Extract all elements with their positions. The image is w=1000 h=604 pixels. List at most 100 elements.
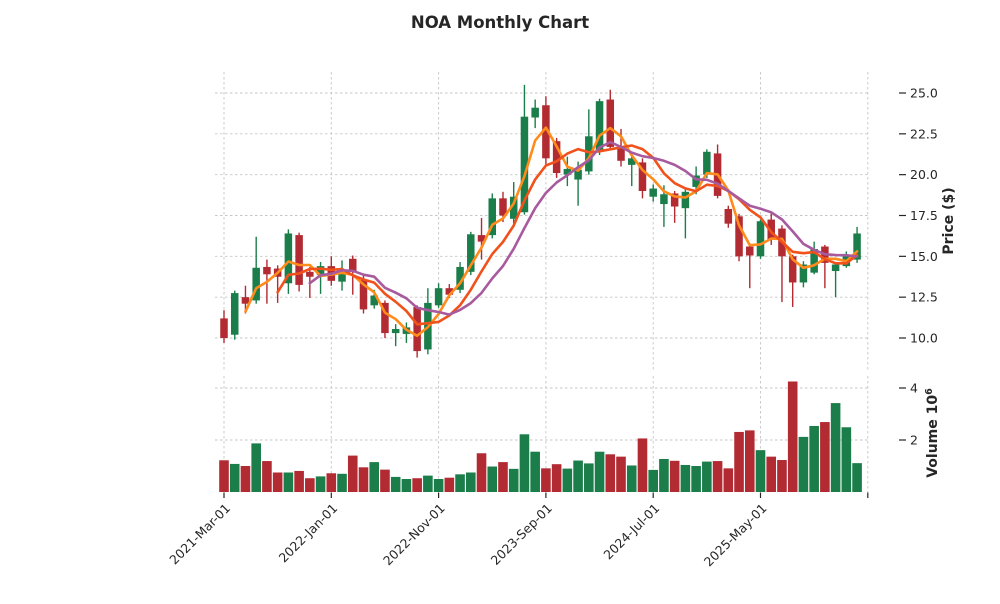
- volume-bar: [337, 473, 347, 492]
- candle-body: [585, 136, 593, 172]
- volume-bar: [541, 468, 551, 492]
- date-tick-label: 2021-Mar-01: [166, 501, 233, 568]
- volume-bar: [734, 431, 744, 492]
- candle: [778, 225, 786, 303]
- volume-bar: [369, 462, 380, 492]
- candle-body: [788, 256, 797, 283]
- volume-bar: [648, 469, 658, 492]
- volume-bar: [680, 464, 691, 492]
- candle: [746, 243, 754, 289]
- volume-bar: [251, 443, 261, 492]
- sma9-line: [308, 140, 859, 316]
- candle: [424, 288, 432, 355]
- candle-body: [660, 194, 668, 205]
- candle-body: [542, 105, 550, 159]
- price-tick-label: 17.5: [910, 208, 938, 223]
- volume-bar: [777, 460, 787, 492]
- candle: [788, 254, 797, 307]
- volume-bar: [240, 466, 251, 492]
- candle-body: [381, 302, 389, 334]
- candle: [638, 158, 647, 199]
- candle: [756, 219, 765, 259]
- volume-bar: [605, 454, 616, 492]
- volume-axis-label: Volume 106: [924, 388, 941, 478]
- candle-body: [316, 266, 325, 276]
- candle-body: [338, 271, 346, 282]
- sma3-line: [244, 126, 859, 338]
- candle-body: [306, 271, 314, 277]
- candle-body: [220, 318, 228, 338]
- volume-bar: [465, 472, 476, 492]
- chart-title: NOA Monthly Chart: [411, 13, 589, 32]
- candle: [585, 109, 593, 175]
- sma6-line: [276, 144, 859, 326]
- candle-body: [349, 258, 357, 272]
- candle-body: [692, 175, 700, 187]
- volume-bar: [562, 468, 573, 492]
- candle-body: [756, 221, 765, 257]
- volume-bar: [219, 460, 229, 492]
- candle: [606, 89, 615, 151]
- volume-bar: [841, 427, 852, 492]
- candle-body: [552, 141, 561, 174]
- volume-bar: [830, 403, 841, 492]
- candle-body: [670, 193, 679, 207]
- candle: [799, 261, 808, 288]
- candle-body: [295, 235, 303, 285]
- candle-body: [746, 246, 754, 256]
- candle: [821, 244, 829, 289]
- date-tick-label: 2025-May-01: [701, 501, 770, 570]
- volume-bar: [229, 463, 240, 492]
- candle: [810, 241, 818, 275]
- price-tick-label: 25.0: [910, 86, 938, 101]
- candle-body: [445, 288, 454, 295]
- candle: [649, 184, 657, 202]
- price-tick-label: 20.0: [910, 167, 938, 182]
- volume-bar: [326, 473, 337, 492]
- volume-bar: [455, 474, 465, 492]
- volume-bar: [315, 476, 326, 492]
- candle: [467, 231, 475, 276]
- candle-body: [488, 198, 496, 236]
- candle-body: [606, 99, 615, 147]
- candle-body: [799, 264, 808, 283]
- candle: [391, 324, 400, 347]
- candle-body: [370, 295, 378, 306]
- candle-body: [391, 329, 400, 334]
- volume-bar: [852, 463, 862, 492]
- volume-bar: [444, 477, 455, 492]
- candle: [413, 305, 421, 358]
- volume-bar: [691, 466, 701, 492]
- candle: [230, 290, 239, 340]
- volume-bar: [723, 468, 734, 492]
- volume-bar: [787, 381, 798, 492]
- date-tick-label: 2022-Jan-01: [276, 501, 341, 566]
- candle: [295, 232, 303, 292]
- candle-body: [627, 158, 636, 165]
- candle-body: [724, 208, 733, 224]
- candle: [338, 260, 346, 291]
- volume-bar: [498, 462, 508, 492]
- volume-bar: [358, 467, 369, 492]
- volume-bar: [380, 469, 390, 492]
- volume-bar: [433, 479, 444, 492]
- candle: [595, 98, 604, 156]
- candle-body: [467, 234, 475, 272]
- volume-bar: [390, 476, 401, 492]
- volume-tick-label: 4: [910, 381, 918, 396]
- candle-body: [413, 306, 421, 352]
- candle-body: [735, 216, 743, 257]
- date-tick-label: 2023-Sep-01: [488, 501, 555, 568]
- candle: [724, 205, 733, 228]
- volume-bar: [551, 464, 562, 492]
- volume-bar: [820, 422, 830, 492]
- candle-body: [359, 280, 368, 310]
- volume-bar: [659, 458, 669, 492]
- volume-tick-label: 2: [910, 433, 918, 448]
- candle: [542, 96, 550, 167]
- volume-bar: [519, 434, 530, 492]
- candle-body: [230, 293, 239, 335]
- candle-body: [649, 188, 657, 197]
